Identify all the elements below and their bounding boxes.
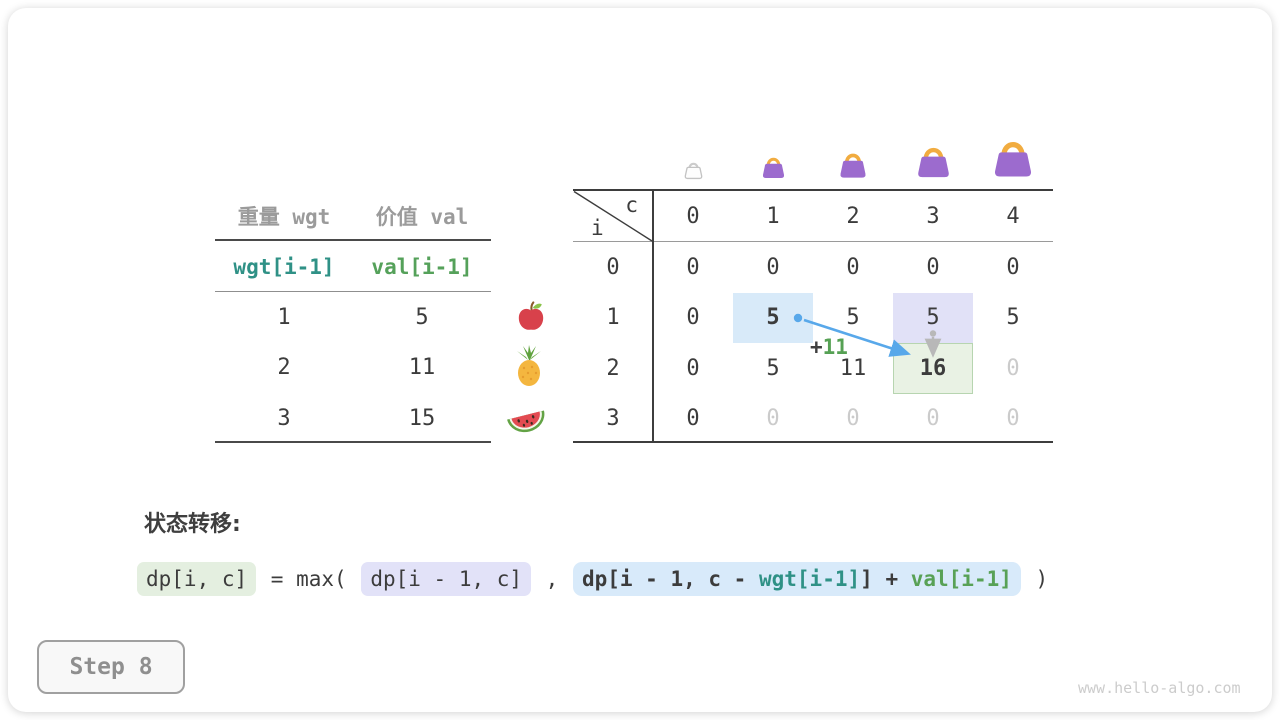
dp-cell-1-0: 0 (686, 305, 700, 331)
dp-cell-3-0: 0 (686, 406, 700, 432)
items-divider-top (215, 239, 491, 241)
corner-col-var: c (625, 193, 638, 217)
dp-cell-2-0: 0 (686, 355, 700, 381)
corner-row-var: i (591, 216, 604, 240)
dp-col-header-1: 1 (766, 203, 780, 229)
transition-heading: 状态转移: (144, 512, 241, 537)
items-divider-bottom (215, 441, 491, 443)
dp-cell-1-1: 5 (733, 292, 813, 343)
items-table-cell: 2 (277, 355, 291, 381)
items-header-val: 价值 val (375, 204, 469, 229)
dp-line-top (573, 189, 1053, 191)
items-table-cell: 11 (408, 355, 436, 381)
dp-cell-3-2: 0 (846, 406, 860, 432)
items-table-cell: 3 (277, 405, 291, 431)
take-val: val[i-1] (910, 567, 1012, 591)
items-table-cell: 15 (408, 405, 436, 431)
dp-cell-2-1: 5 (766, 355, 780, 381)
dp-cell-0-0: 0 (686, 254, 700, 280)
dp-row-header-3: 3 (606, 406, 620, 432)
dp-cell-3-1: 0 (766, 406, 780, 432)
transition-formula: dp[i, c] = max( dp[i - 1, c] , dp[i - 1,… (135, 562, 1048, 596)
dp-cell-2-2: 11 (839, 355, 867, 381)
handbag-icon (914, 141, 953, 184)
dp-col-header-2: 2 (846, 203, 860, 229)
handbag-icon (990, 134, 1036, 184)
dp-col-header-3: 3 (926, 203, 940, 229)
equals-max: = max( (258, 567, 360, 591)
arrow-value-label: +11 (810, 335, 848, 359)
added-value: 11 (822, 335, 848, 359)
dp-row-header-2: 2 (606, 355, 620, 381)
take-bracket: ] (860, 567, 873, 591)
dp-grid: c i 0 1 2 3 4 0 0 0 0 0 0 1 0 5 5 5 5 2 0 5 11 16 0 3 0 0 0 0 0 (573, 190, 1053, 444)
dp-cell-2-3: 16 (893, 343, 973, 394)
items-index-val: val[i-1] (371, 254, 473, 279)
take-chip: dp[i - 1, c - wgt[i-1]] + val[i-1] (572, 562, 1021, 596)
handbag-icon (760, 153, 787, 184)
dp-row-header-0: 0 (606, 254, 620, 280)
items-table-cell: 1 (277, 304, 291, 330)
comma: , (533, 567, 571, 591)
handbag-icon (837, 148, 869, 184)
dp-col-header-0: 0 (686, 203, 700, 229)
step-button[interactable]: Step 8 (37, 640, 185, 694)
dp-cell-2-4: 0 (1006, 355, 1020, 381)
empty-bag-icon (683, 159, 704, 184)
prev-chip: dp[i - 1, c] (361, 562, 532, 596)
take-wgt: wgt[i-1] (758, 567, 861, 591)
plus-sign: + (810, 335, 823, 359)
dp-cell-1-3: 5 (893, 292, 973, 343)
items-header-wgt: 重量 wgt (237, 204, 331, 229)
dp-line-bottom (573, 441, 1053, 443)
dp-cell-0-2: 0 (846, 254, 860, 280)
dp-line-vertical (652, 190, 654, 442)
dp-row-header-1: 1 (606, 305, 620, 331)
items-table: 重量 wgt 价值 val wgt[i-1] val[i-1] 1 5 2 11 3 15 (215, 190, 491, 444)
dp-cell-1-4: 5 (1006, 305, 1020, 331)
dp-cell-0-4: 0 (1006, 254, 1020, 280)
dp-line-header (573, 241, 1053, 242)
dp-cell-0-3: 0 (926, 254, 940, 280)
pineapple-icon (512, 344, 546, 392)
apple-icon (516, 299, 546, 337)
result-chip: dp[i, c] (137, 562, 257, 596)
take-pre: dp[i - 1, c - (581, 567, 759, 591)
take-plus: + (872, 567, 911, 591)
watermark: www.hello-algo.com (1078, 679, 1241, 697)
dp-col-header-4: 4 (1006, 203, 1020, 229)
items-divider-mid (215, 291, 491, 292)
dp-cell-0-1: 0 (766, 254, 780, 280)
dp-cell-3-3: 0 (926, 406, 940, 432)
watermelon-icon (504, 401, 548, 442)
items-table-cell: 5 (415, 304, 429, 330)
dp-cell-3-4: 0 (1006, 406, 1020, 432)
closing-paren: ) (1022, 567, 1049, 591)
items-index-wgt: wgt[i-1] (233, 254, 335, 279)
